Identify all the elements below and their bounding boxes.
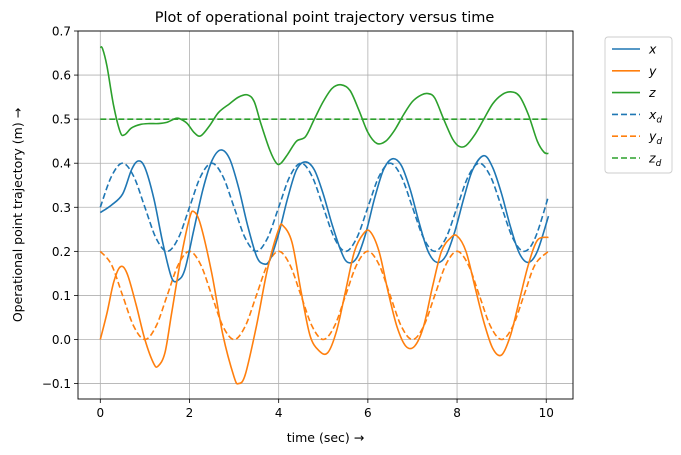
legend-label-name: z xyxy=(648,151,656,166)
legend-label-x-d: xd xyxy=(648,107,662,126)
legend-label-y-d: yd xyxy=(648,129,662,148)
legend-label-name: y xyxy=(648,63,657,78)
legend-label-subscript: d xyxy=(656,159,662,169)
legend-box xyxy=(604,36,673,174)
x-tick-label: 10 xyxy=(539,406,554,420)
legend-label-z: z xyxy=(648,85,656,100)
series-line-z xyxy=(99,46,549,166)
y-tick-label: 0.5 xyxy=(52,113,71,127)
legend-label-z-d: zd xyxy=(648,151,662,170)
chart-title: Plot of operational point trajectory ver… xyxy=(155,10,495,26)
series-line-y-d xyxy=(99,250,550,341)
legend-label-name: y xyxy=(648,129,657,144)
y-tick-label: 0.6 xyxy=(52,69,71,83)
y-tick-label: 0.0 xyxy=(52,333,71,347)
y-axis-label: Operational point trajectory (m) → xyxy=(10,108,25,322)
series-line-y xyxy=(99,210,549,385)
x-tick-label: 2 xyxy=(186,406,194,420)
y-tick-label: 0.3 xyxy=(52,201,71,215)
series-layer xyxy=(99,46,550,385)
legend-label-name: x xyxy=(648,42,657,57)
y-axis: −0.1 0.0 0.1 0.2 0.3 0.4 0.5 0.6 0.7 xyxy=(42,25,78,391)
legend-label-name: z xyxy=(648,85,656,100)
series-line-x-d xyxy=(99,162,550,253)
legend-label-name: x xyxy=(648,107,657,122)
x-axis: 0 2 4 6 8 10 xyxy=(96,399,554,420)
axes-frame xyxy=(77,30,574,400)
y-tick-label: −0.1 xyxy=(42,377,71,391)
legend-label-subscript: d xyxy=(656,115,662,125)
x-tick-label: 4 xyxy=(275,406,283,420)
x-tick-label: 0 xyxy=(96,406,104,420)
y-tick-label: 0.4 xyxy=(52,157,71,171)
x-axis-label: time (sec) → xyxy=(287,430,365,445)
y-tick-label: 0.7 xyxy=(52,25,71,39)
y-tick-label: 0.2 xyxy=(52,245,71,259)
x-tick-label: 6 xyxy=(364,406,372,420)
series-line-x xyxy=(99,149,550,283)
legend-label-y: y xyxy=(648,63,657,78)
x-tick-label: 8 xyxy=(453,406,461,420)
y-tick-label: 0.1 xyxy=(52,289,71,303)
legend-label-subscript: d xyxy=(656,137,662,147)
legend-label-x: x xyxy=(648,42,657,57)
